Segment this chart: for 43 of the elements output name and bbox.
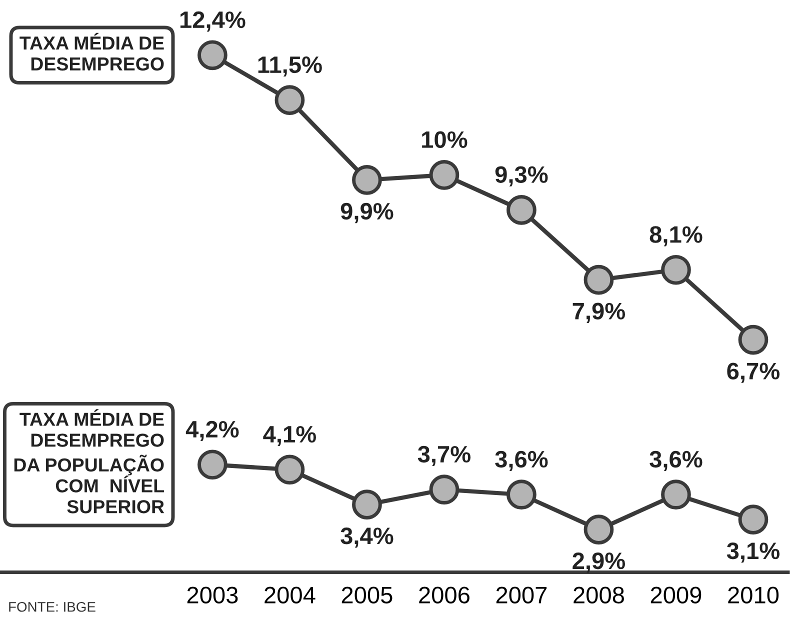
data-label: 6,7% <box>727 362 780 383</box>
point <box>584 264 614 295</box>
x-tick-label: 2004 <box>264 586 316 604</box>
point <box>584 514 614 544</box>
point <box>661 254 691 285</box>
data-label: 12,4% <box>180 11 246 32</box>
x-tick-label: 2009 <box>650 586 702 604</box>
point <box>198 450 228 480</box>
x-tick-label: 2008 <box>574 586 624 604</box>
x-tick-label: 2005 <box>342 586 392 604</box>
data-label: 3,7% <box>418 446 471 466</box>
x-tick-label: 2006 <box>419 586 470 604</box>
point <box>274 85 305 116</box>
data-label: 3,6% <box>650 450 702 472</box>
data-label: 3,1% <box>726 542 780 563</box>
point <box>352 490 382 520</box>
data-label: 4,1% <box>263 426 316 446</box>
point <box>738 324 768 355</box>
data-label: 8,1% <box>650 226 702 246</box>
data-label: 4,2% <box>186 420 239 442</box>
x-tick-label: 2010 <box>728 586 779 604</box>
data-label: 2,9% <box>572 552 626 573</box>
point <box>506 195 536 225</box>
data-label: 7,9% <box>572 302 626 323</box>
data-label: 9,9% <box>340 202 394 224</box>
source-note: FONTE: IBGE <box>9 602 96 612</box>
series-label: TAXA MÉDIA DE DESEMPREGO <box>20 32 164 71</box>
data-label: 10% <box>422 131 468 148</box>
point <box>661 480 691 510</box>
data-label: 11,5% <box>258 56 322 77</box>
x-tick-label: 2003 <box>187 586 238 604</box>
point <box>274 454 305 485</box>
series-label: TAXA MÉDIA DE DESEMPREGO DA POPULAÇÃO COM NÍVEL SUPERIOR <box>14 409 164 514</box>
data-label: 3,6% <box>495 450 548 472</box>
point <box>198 40 228 70</box>
x-tick-label: 2007 <box>496 586 547 604</box>
point <box>352 165 382 195</box>
data-label: 9,3% <box>495 166 548 186</box>
point <box>429 474 460 505</box>
point <box>738 504 768 534</box>
point <box>506 480 536 510</box>
point <box>429 160 460 190</box>
data-label: 3,4% <box>340 528 394 548</box>
